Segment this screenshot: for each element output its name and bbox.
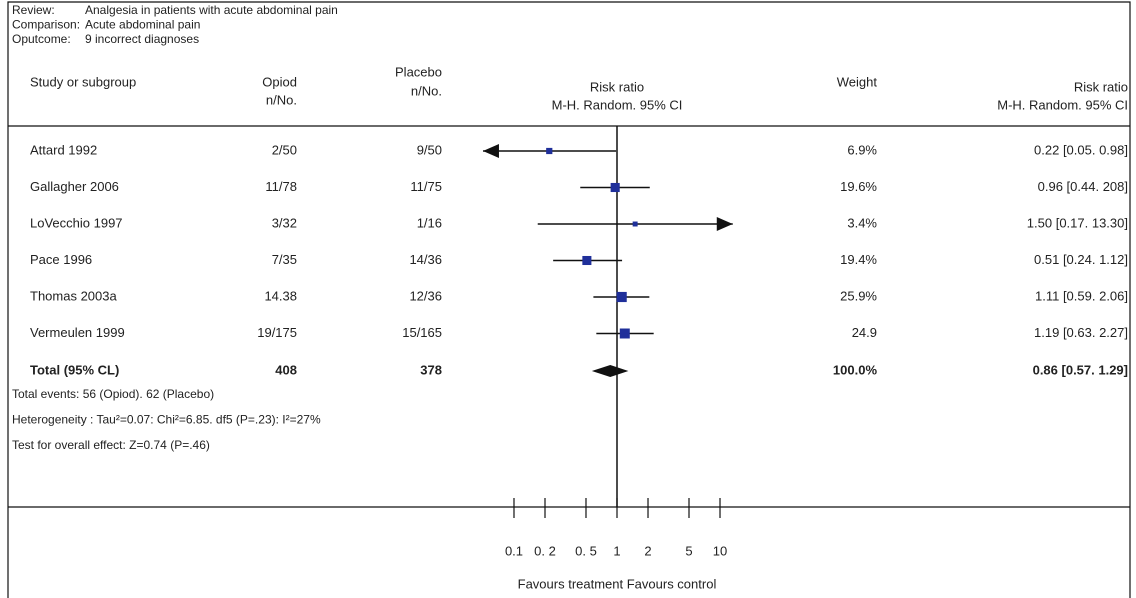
placebo-count: 1/16: [417, 215, 442, 230]
x-axis-label: Favours treatment Favours control: [518, 576, 717, 591]
study-name: LoVecchio 1997: [30, 215, 123, 230]
total-placebo: 378: [420, 362, 442, 377]
study-name: Vermeulen 1999: [30, 325, 125, 340]
risk-ratio-label: 0.22 [0.05. 0.98]: [1034, 142, 1128, 157]
point-estimate: [610, 182, 620, 193]
risk-ratio-label: 1.11 [0.59. 2.06]: [1035, 288, 1128, 303]
header-text: 9 incorrect diagnoses: [85, 32, 199, 46]
column-header: Weight: [837, 74, 878, 89]
column-header: M-H. Random. 95% CI: [552, 97, 683, 112]
ci-arrow: [482, 144, 499, 158]
x-tick-label: 10: [713, 543, 727, 558]
frame: [7, 1, 1131, 598]
weight-label: 24.9: [852, 325, 877, 340]
weight-label: 19.4%: [840, 252, 877, 267]
column-header: Risk ratio: [590, 79, 644, 94]
header-label: Review:: [12, 3, 55, 17]
x-tick-label: 1: [613, 543, 620, 558]
point-estimate: [632, 221, 638, 227]
x-tick-label: 0.1: [505, 543, 523, 558]
opioid-count: 14.38: [264, 288, 297, 303]
weight-label: 6.9%: [847, 142, 877, 157]
x-tick-label: 2: [644, 543, 651, 558]
placebo-count: 12/36: [409, 288, 442, 303]
column-header: Risk ratio: [1074, 79, 1128, 94]
header-label: Oputcome:: [12, 32, 71, 46]
total-name: Total (95% CL): [30, 362, 119, 377]
placebo-count: 11/75: [410, 179, 442, 194]
note: Heterogeneity : Tau²=0.07: Chi²=6.85. df…: [12, 413, 321, 427]
opioid-count: 11/78: [265, 179, 297, 194]
total-weight: 100.0%: [833, 362, 878, 377]
weight-label: 3.4%: [847, 215, 877, 230]
study-name: Gallagher 2006: [30, 179, 119, 194]
opioid-count: 2/50: [272, 142, 297, 157]
opioid-count: 3/32: [272, 215, 297, 230]
column-header: Study or subgroup: [30, 74, 136, 89]
header-label: Comparison:: [12, 18, 80, 32]
placebo-count: 14/36: [409, 252, 442, 267]
point-estimate: [582, 255, 592, 266]
weight-label: 19.6%: [840, 179, 877, 194]
column-header: Opiod: [262, 74, 297, 89]
column-header: n/No.: [266, 92, 297, 107]
placebo-count: 15/165: [402, 325, 442, 340]
note: Total events: 56 (Opiod). 62 (Placebo): [12, 387, 214, 401]
note: Test for overall effect: Z=0.74 (P=.46): [12, 438, 210, 452]
total-risk-ratio: 0.86 [0.57. 1.29]: [1033, 362, 1128, 377]
risk-ratio-label: 1.50 [0.17. 13.30]: [1027, 215, 1128, 230]
header-text: Acute abdominal pain: [85, 18, 200, 32]
risk-ratio-label: 1.19 [0.63. 2.27]: [1034, 325, 1128, 340]
x-tick-label: 5: [685, 543, 692, 558]
opioid-count: 19/175: [257, 325, 297, 340]
study-name: Pace 1996: [30, 252, 92, 267]
x-tick-label: 0. 2: [534, 543, 556, 558]
point-estimate: [619, 328, 630, 339]
opioid-count: 7/35: [272, 252, 297, 267]
column-header: M-H. Random. 95% CI: [997, 97, 1128, 112]
study-name: Thomas 2003a: [30, 288, 117, 303]
x-tick-label: 0. 5: [575, 543, 597, 558]
risk-ratio-label: 0.51 [0.24. 1.12]: [1034, 252, 1128, 267]
total-opioid: 408: [275, 362, 297, 377]
point-estimate: [546, 147, 553, 155]
header-text: Analgesia in patients with acute abdomin…: [85, 3, 338, 17]
point-estimate: [616, 291, 627, 303]
total-diamond: [591, 365, 629, 377]
study-name: Attard 1992: [30, 142, 97, 157]
placebo-count: 9/50: [417, 142, 442, 157]
weight-label: 25.9%: [840, 288, 877, 303]
column-header: n/No.: [411, 83, 442, 98]
column-header: Placebo: [395, 64, 442, 79]
ci-arrow: [716, 217, 733, 231]
risk-ratio-label: 0.96 [0.44. 208]: [1038, 179, 1128, 194]
